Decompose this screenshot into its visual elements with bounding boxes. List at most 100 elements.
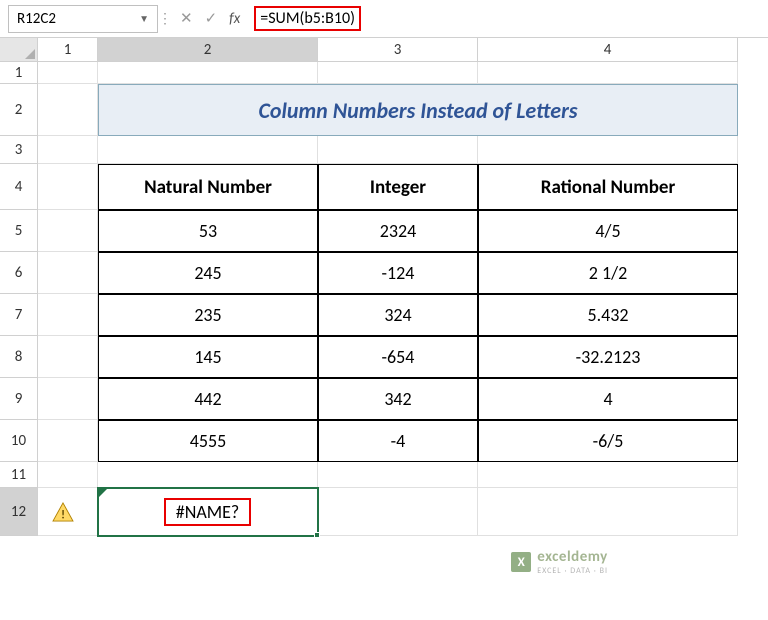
cancel-icon[interactable]: ✕ <box>180 9 193 28</box>
worksheet: 1 2 3 4 1 2 Column Numbers Instead of Le… <box>0 38 768 536</box>
cell[interactable] <box>318 62 478 84</box>
cell-integer[interactable]: -4 <box>318 420 478 462</box>
page-title[interactable]: Column Numbers Instead of Letters <box>98 84 738 136</box>
cell-rational[interactable]: 4/5 <box>478 210 738 252</box>
table-row: 3 <box>0 136 768 164</box>
error-text: #NAME? <box>164 498 252 526</box>
cell-integer[interactable]: -654 <box>318 336 478 378</box>
cell-natural[interactable]: 4555 <box>98 420 318 462</box>
table-row: 8 145 -654 -32.2123 <box>0 336 768 378</box>
error-indicator-icon <box>98 488 108 498</box>
column-header-4[interactable]: 4 <box>478 38 738 62</box>
separator: ⋮ <box>158 10 170 27</box>
table-row: 1 <box>0 62 768 84</box>
cell-integer[interactable]: 2324 <box>318 210 478 252</box>
cell-natural[interactable]: 53 <box>98 210 318 252</box>
row-header[interactable]: 7 <box>0 294 38 336</box>
cell[interactable] <box>38 252 98 294</box>
watermark-logo-icon: X <box>511 552 531 572</box>
cell-rational[interactable]: -6/5 <box>478 420 738 462</box>
formula-bar-buttons: ✕ ✓ <box>170 9 227 28</box>
name-box[interactable]: R12C2 ▼ <box>8 5 158 33</box>
cell[interactable] <box>98 136 318 164</box>
formula-input[interactable]: =SUM(b5:B10) <box>248 5 760 33</box>
cell[interactable] <box>478 136 738 164</box>
row-header[interactable]: 3 <box>0 136 38 164</box>
cell-natural[interactable]: 245 <box>98 252 318 294</box>
row-header[interactable]: 9 <box>0 378 38 420</box>
table-row: 6 245 -124 2 1/2 <box>0 252 768 294</box>
row-header[interactable]: 2 <box>0 84 38 136</box>
cell[interactable] <box>38 294 98 336</box>
fill-handle[interactable] <box>314 532 320 538</box>
col-header-rational[interactable]: Rational Number <box>478 164 738 210</box>
cell[interactable] <box>38 462 98 488</box>
cell[interactable] <box>318 136 478 164</box>
svg-text:!: ! <box>61 508 65 522</box>
table-row: 5 53 2324 4/5 <box>0 210 768 252</box>
row-header[interactable]: 10 <box>0 420 38 462</box>
cell-rational[interactable]: 5.432 <box>478 294 738 336</box>
table-row: 7 235 324 5.432 <box>0 294 768 336</box>
table-row: 11 <box>0 462 768 488</box>
cell[interactable] <box>38 420 98 462</box>
cell-integer[interactable]: -124 <box>318 252 478 294</box>
cell-integer[interactable]: 324 <box>318 294 478 336</box>
confirm-icon[interactable]: ✓ <box>205 9 218 28</box>
cell[interactable]: ! <box>38 488 98 536</box>
cell[interactable] <box>98 462 318 488</box>
cell[interactable] <box>478 462 738 488</box>
cell-rational[interactable]: 4 <box>478 378 738 420</box>
table-row: 2 Column Numbers Instead of Letters <box>0 84 768 136</box>
cell[interactable] <box>38 378 98 420</box>
watermark: X exceldemy EXCEL · DATA · BI <box>511 548 608 576</box>
watermark-text: exceldemy EXCEL · DATA · BI <box>537 548 608 576</box>
row-header[interactable]: 12 <box>0 488 38 536</box>
cell-rational[interactable]: -32.2123 <box>478 336 738 378</box>
row-header[interactable]: 11 <box>0 462 38 488</box>
row-header[interactable]: 1 <box>0 62 38 84</box>
cell-natural[interactable]: 235 <box>98 294 318 336</box>
cell[interactable] <box>318 488 478 536</box>
column-header-2[interactable]: 2 <box>98 38 318 62</box>
formula-text: =SUM(b5:B10) <box>254 6 361 31</box>
rows-container: 1 2 Column Numbers Instead of Letters 3 … <box>0 62 768 536</box>
column-header-1[interactable]: 1 <box>38 38 98 62</box>
cell-natural[interactable]: 145 <box>98 336 318 378</box>
selected-error-cell[interactable]: #NAME? <box>98 488 318 536</box>
cell[interactable] <box>38 84 98 136</box>
cell-rational[interactable]: 2 1/2 <box>478 252 738 294</box>
fx-icon[interactable]: fx <box>229 10 240 28</box>
watermark-sub: EXCEL · DATA · BI <box>537 566 608 576</box>
cell[interactable] <box>478 62 738 84</box>
cell[interactable] <box>38 336 98 378</box>
col-header-integer[interactable]: Integer <box>318 164 478 210</box>
row-header[interactable]: 4 <box>0 164 38 210</box>
table-row: 10 4555 -4 -6/5 <box>0 420 768 462</box>
table-row: 9 442 342 4 <box>0 378 768 420</box>
cell[interactable] <box>38 164 98 210</box>
cell-integer[interactable]: 342 <box>318 378 478 420</box>
cell[interactable] <box>38 62 98 84</box>
chevron-down-icon[interactable]: ▼ <box>139 12 149 25</box>
row-header[interactable]: 8 <box>0 336 38 378</box>
watermark-brand: exceldemy <box>537 548 608 566</box>
warning-icon[interactable]: ! <box>52 502 74 522</box>
row-header[interactable]: 6 <box>0 252 38 294</box>
select-all-corner[interactable] <box>0 38 38 62</box>
cell[interactable] <box>38 136 98 164</box>
cell[interactable] <box>38 210 98 252</box>
formula-bar: R12C2 ▼ ⋮ ✕ ✓ fx =SUM(b5:B10) <box>0 0 768 38</box>
cell-natural[interactable]: 442 <box>98 378 318 420</box>
column-headers: 1 2 3 4 <box>0 38 768 62</box>
column-header-3[interactable]: 3 <box>318 38 478 62</box>
table-row: 12 ! #NAME? <box>0 488 768 536</box>
cell[interactable] <box>478 488 738 536</box>
cell[interactable] <box>98 62 318 84</box>
row-header[interactable]: 5 <box>0 210 38 252</box>
cell-reference: R12C2 <box>17 10 56 28</box>
title-text: Column Numbers Instead of Letters <box>258 97 577 124</box>
col-header-natural[interactable]: Natural Number <box>98 164 318 210</box>
cell[interactable] <box>318 462 478 488</box>
table-row: 4 Natural Number Integer Rational Number <box>0 164 768 210</box>
